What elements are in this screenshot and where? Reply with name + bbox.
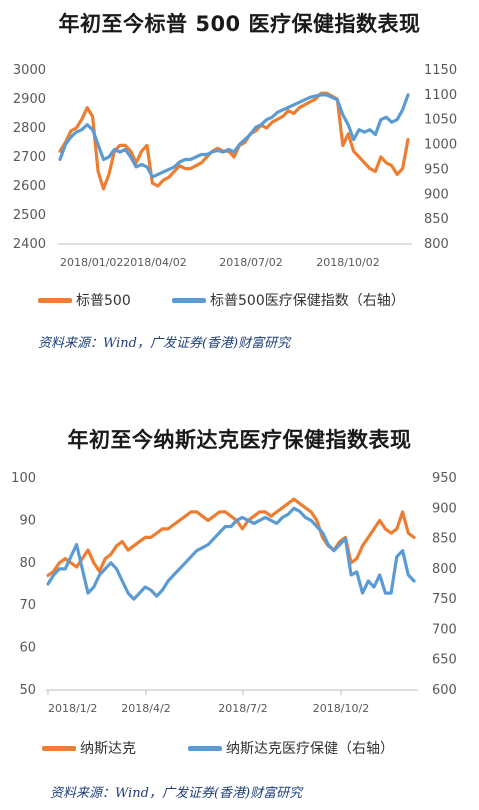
y-right-tick-label: 850 — [424, 212, 449, 227]
y-right-tick-label: 950 — [432, 471, 457, 486]
x-tick-label: 2018/7/2 — [218, 702, 267, 715]
source-note: 资料来源：Wind，广发证券(香港)财富研究 — [38, 336, 291, 351]
chart-title: 年初至今纳斯达克医疗保健指数表现 — [67, 428, 412, 452]
legend-item: 纳斯达克医疗保健（右轴） — [188, 738, 394, 758]
legend-label: 纳斯达克 — [80, 741, 136, 757]
legend-swatch-blue — [172, 297, 206, 303]
y-right-tick-label: 700 — [432, 622, 457, 637]
source-note: 资料来源：Wind，广发证券(香港)财富研究 — [50, 786, 303, 801]
legend-swatch-orange — [38, 297, 72, 303]
y-right-tick-label: 950 — [424, 162, 449, 177]
x-tick-label: 2018/4/2 — [121, 702, 170, 715]
y-right-tick-label: 1050 — [424, 113, 457, 128]
chart-panel-nasdaq: 年初至今纳斯达克医疗保健指数表现 2018/1/2 2018/4/2 2018/7/… — [0, 400, 479, 810]
x-tick-label: 2018/10/02 — [316, 256, 379, 269]
y-left-tick-label: 70 — [19, 598, 36, 613]
chart-title: 年初至今标普 500 医疗保健指数表现 — [58, 12, 421, 36]
y-left-tick-label: 2400 — [13, 237, 46, 252]
y-left-tick-label: 90 — [19, 513, 36, 528]
y-right-tick-label: 750 — [432, 592, 457, 607]
y-left-tick-label: 2500 — [13, 208, 46, 223]
y-left-tick-label: 2700 — [13, 150, 46, 165]
legend-item: 纳斯达克 — [42, 738, 136, 758]
x-tick-label: 2018/10/2 — [313, 702, 369, 715]
series-line-orange — [58, 91, 410, 191]
legend-label: 纳斯达克医疗保健（右轴） — [226, 741, 394, 757]
x-tick-label: 2018/04/02 — [123, 256, 186, 269]
x-tick-label: 2018/1/2 — [48, 702, 97, 715]
y-right-tick-label: 1000 — [424, 138, 457, 153]
legend-label: 标普500医疗保健指数（右轴） — [210, 293, 405, 309]
y-right-tick-label: 1100 — [424, 88, 457, 103]
x-tick-label: 2018/01/02 — [60, 256, 123, 269]
series-line-blue — [46, 506, 416, 601]
chart-plot: 2018/1/2 2018/4/2 2018/7/2 2018/10/2 50 60 70 8… — [11, 471, 457, 715]
y-left-tick-label: 60 — [19, 641, 36, 656]
legend-item: 标普500 — [38, 290, 131, 310]
y-right-tick-label: 650 — [432, 653, 457, 668]
y-left-tick-label: 2600 — [13, 179, 46, 194]
legend-item: 标普500医疗保健指数（右轴） — [172, 290, 405, 310]
series-line-orange — [46, 497, 416, 578]
y-right-tick-label: 850 — [432, 532, 457, 547]
y-left-tick-label: 3000 — [13, 63, 46, 78]
y-right-tick-label: 800 — [432, 562, 457, 577]
y-right-tick-label: 900 — [432, 501, 457, 516]
chart-legend: 纳斯达克 纳斯达克医疗保健（右轴） — [0, 738, 479, 758]
chart-panel-sp500: 年初至今标普 500 医疗保健指数表现 2018/01/02 2018/04/02… — [0, 0, 479, 400]
y-right-tick-label: 800 — [424, 237, 449, 252]
y-left-tick-label: 100 — [11, 471, 36, 486]
series-line-blue — [58, 93, 410, 179]
y-right-tick-label: 900 — [424, 187, 449, 202]
y-left-tick-label: 50 — [19, 683, 36, 698]
x-tick-label: 2018/07/02 — [219, 256, 282, 269]
legend-swatch-orange — [42, 745, 76, 751]
y-left-tick-label: 2800 — [13, 121, 46, 136]
legend-label: 标普500 — [76, 293, 131, 309]
chart-plot: 2018/01/02 2018/04/02 2018/07/02 2018/10/02… — [13, 63, 457, 269]
legend-swatch-blue — [188, 745, 222, 751]
y-left-tick-label: 80 — [19, 556, 36, 571]
y-right-tick-label: 600 — [432, 683, 457, 698]
y-right-tick-label: 1150 — [424, 63, 457, 78]
chart-legend: 标普500 标普500医疗保健指数（右轴） — [0, 290, 479, 310]
y-left-tick-label: 2900 — [13, 92, 46, 107]
